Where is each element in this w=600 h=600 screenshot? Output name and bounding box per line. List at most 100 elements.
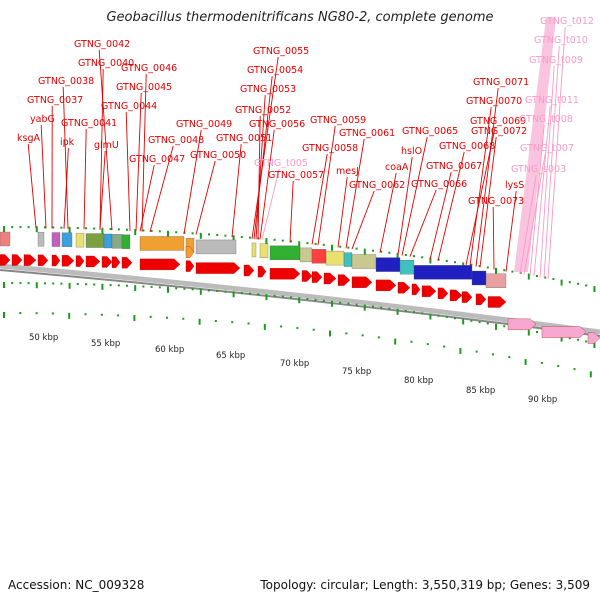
gene-label: GTNG_t008 [519, 114, 573, 125]
gene-arrow [101, 256, 113, 268]
gene-arrow [311, 271, 323, 283]
label-leader-line [337, 176, 348, 248]
gene-label: GTNG_0057 [268, 170, 324, 181]
gene-arrow [185, 246, 195, 258]
gene-label: GTNG_0067 [426, 161, 482, 172]
cog-feature [299, 247, 313, 263]
gene-arrow [337, 274, 351, 286]
lower-tick-row [3, 312, 592, 378]
label-leader-line [125, 111, 131, 231]
gene-label: GTNG_0066 [411, 179, 467, 190]
label-leader-line [345, 138, 365, 249]
label-leader-line [475, 87, 499, 267]
gene-arrow [323, 272, 337, 285]
gene-label: GTNG_0050 [190, 150, 246, 161]
gene-label: GTNG_0053 [240, 84, 296, 95]
label-leader-line [139, 164, 155, 232]
cog-track [0, 231, 507, 288]
gene-arrow [375, 279, 397, 291]
gene-label: hslO [401, 146, 422, 157]
gene-label: GTNG_s003 [511, 164, 566, 175]
cog-feature [471, 270, 487, 286]
gene-arrow [269, 268, 301, 280]
label-leader-line [519, 174, 537, 275]
label-leader-line [62, 86, 69, 229]
genome-title: Geobacillus thermodenitrificans NG80-2, … [106, 10, 494, 25]
gene-label: GTNG_0056 [249, 119, 305, 130]
label-leader-line [259, 129, 275, 240]
label-leader-line [135, 92, 142, 232]
label-leader-line [183, 129, 202, 234]
gene-label: GTNG_0062 [349, 180, 405, 191]
gene-label: GTNG_0065 [402, 126, 458, 137]
gene-arrow [437, 287, 449, 300]
label-leader-line [465, 126, 496, 266]
rna-cluster-band [514, 18, 556, 272]
scale-label: 80 kbp [404, 376, 433, 386]
gene-label: GTNG_0046 [121, 63, 177, 74]
label-leader-line [379, 172, 397, 253]
gene-label: GTNG_0069 [470, 116, 526, 127]
gene-label: GTNG_0052 [235, 105, 291, 116]
cog-feature [375, 257, 401, 272]
cog-feature [343, 252, 353, 267]
label-leader-line [539, 65, 555, 278]
gene-label: GTNG_0047 [129, 154, 185, 165]
gene-label: GTNG_0042 [74, 39, 130, 50]
gene-arrow [243, 264, 255, 277]
cog-feature [85, 233, 105, 248]
cog-feature [259, 243, 269, 258]
gene-arrow [23, 254, 37, 266]
gene-label: lysS [505, 180, 524, 191]
gene-arrow [397, 282, 411, 294]
gene-label: GTNG_0068 [439, 141, 495, 152]
label-leader-line [40, 124, 47, 229]
rna-arrow [541, 326, 587, 338]
gene-arrow [0, 254, 11, 266]
gene-arrow [75, 255, 85, 267]
rna-arrow [507, 318, 537, 330]
gene-label: GTNG_0040 [78, 58, 134, 69]
gene-label: GTNG_0041 [61, 118, 117, 129]
gene-label: ipk [60, 137, 75, 148]
gene-arrow [461, 291, 473, 303]
label-leader-line [253, 75, 273, 240]
cog-feature [269, 245, 301, 260]
gene-arrow [301, 270, 313, 282]
gene-arrow [449, 289, 463, 301]
gene-label: ksgA [17, 133, 40, 144]
label-leader-line [469, 106, 492, 266]
label-leader-line [99, 150, 106, 230]
cog-feature [51, 232, 61, 247]
gene-label: GTNG_0070 [466, 96, 522, 107]
gene-label: GTNG_0045 [116, 82, 172, 93]
label-leader-line [83, 128, 87, 230]
label-leader-line [397, 156, 413, 255]
label-leader-line [99, 68, 104, 230]
label-leader-line [505, 190, 517, 272]
gene-label: GTNG_t009 [529, 55, 583, 66]
gene-arrow [195, 262, 241, 274]
gene-label: GTNG_0048 [148, 135, 204, 146]
cog-feature [111, 234, 123, 249]
label-leader-line [261, 168, 280, 240]
genome-summary-text: Topology: circular; Length: 3,550,319 bp… [260, 578, 590, 592]
gene-arrow [51, 254, 61, 267]
gene-label: GTNG_0061 [339, 128, 395, 139]
label-leader-line [149, 145, 174, 232]
scale-label: 60 kbp [155, 345, 184, 355]
gene-label: GTNG_0054 [247, 65, 303, 76]
label-leader-line [251, 56, 279, 239]
cog-feature [413, 265, 473, 280]
gene-label: GTNG_0044 [101, 101, 157, 112]
gene-label: GTNG_t011 [525, 95, 579, 106]
label-leader-line [351, 190, 375, 250]
gene-label: GTNG_0051 [216, 133, 272, 144]
cog-feature [121, 234, 131, 249]
gene-label: GTNG_t010 [534, 35, 588, 46]
label-leader-line [409, 189, 437, 257]
gene-label: GTNG_t012 [540, 16, 594, 27]
gene-label: coaA [385, 162, 409, 173]
gene-label: GTNG_t005 [254, 158, 308, 169]
